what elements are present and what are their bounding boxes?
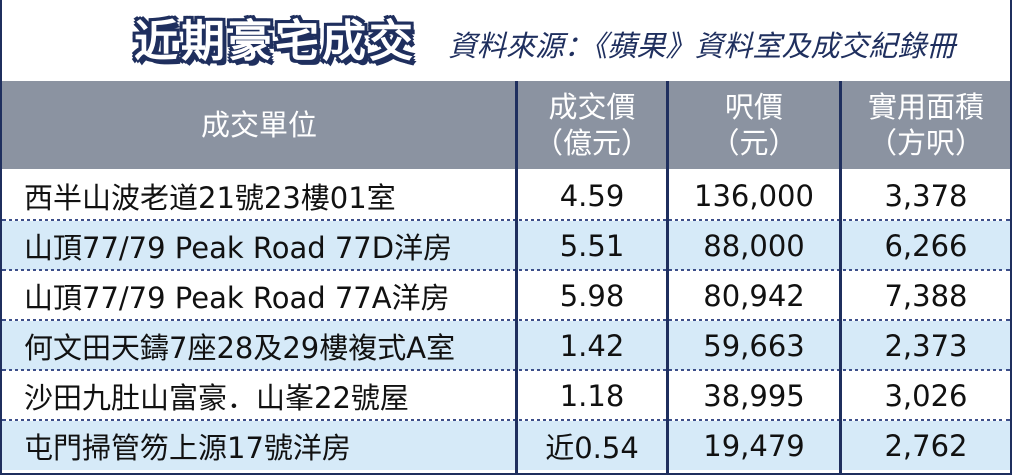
table-row: 山頂77/79 Peak Road 77D洋房 5.51 88,000 6,26… — [2, 221, 1010, 270]
row-divider — [2, 319, 1010, 322]
cell-price: 5.51 — [559, 228, 625, 263]
column-header-area-label: 實用面積 — [867, 90, 984, 124]
cell-price: 4.59 — [559, 178, 625, 213]
column-header-psf: 呎價 （元） — [669, 81, 839, 169]
column-header-price: 成交價 （億元） — [518, 81, 666, 169]
row-divider — [2, 369, 1010, 372]
row-divider — [2, 419, 1010, 422]
cell-unit: 何文田天鑄7座28及29樓複式A室 — [24, 330, 456, 365]
column-divider — [666, 81, 669, 473]
column-header-price-unit: （億元） — [533, 126, 650, 160]
cell-psf: 38,995 — [703, 378, 805, 413]
column-header-area: 實用面積 （方呎） — [842, 81, 1010, 169]
title-bar: 近期豪宅成交 資料來源：《蘋果》資料室及成交紀錄冊 — [2, 0, 1010, 81]
table-header: 成交單位 成交價 （億元） 呎價 （元） 實用面積 （方呎） — [2, 81, 1010, 169]
table-row: 何文田天鑄7座28及29樓複式A室 1.42 59,663 2,373 — [2, 321, 1010, 370]
cell-psf: 136,000 — [694, 178, 814, 213]
column-header-unit-label: 成交單位 — [200, 108, 317, 142]
cell-psf: 88,000 — [703, 228, 805, 263]
column-divider — [515, 81, 518, 473]
cell-psf: 80,942 — [703, 278, 805, 313]
cell-price: 5.98 — [559, 278, 625, 313]
table-row: 西半山波老道21號23樓01室 4.59 136,000 3,378 — [2, 171, 1010, 220]
table-row: 山頂77/79 Peak Road 77A洋房 5.98 80,942 7,38… — [2, 271, 1010, 320]
cell-area: 3,026 — [884, 378, 968, 413]
column-divider — [839, 81, 842, 473]
cell-unit: 山頂77/79 Peak Road 77A洋房 — [24, 280, 450, 315]
cell-unit: 屯門掃管笏上源17號洋房 — [24, 430, 351, 465]
column-header-area-unit: （方呎） — [867, 126, 984, 160]
panel-title: 近期豪宅成交 — [134, 16, 416, 67]
cell-unit: 山頂77/79 Peak Road 77D洋房 — [24, 230, 453, 265]
row-divider — [2, 269, 1010, 272]
cell-area: 7,388 — [884, 278, 968, 313]
cell-area: 6,266 — [884, 228, 968, 263]
cell-psf: 19,479 — [703, 428, 805, 463]
cell-price: 近0.54 — [545, 430, 639, 465]
column-header-psf-label: 呎價 — [724, 90, 783, 124]
column-header-unit: 成交單位 — [2, 81, 516, 169]
column-header-psf-unit: （元） — [710, 126, 798, 160]
cell-unit: 沙田九肚山富豪．山峯22號屋 — [24, 380, 409, 415]
table-row: 沙田九肚山富豪．山峯22號屋 1.18 38,995 3,026 — [2, 371, 1010, 420]
cell-price: 1.42 — [559, 328, 625, 363]
column-header-price-label: 成交價 — [548, 90, 636, 124]
cell-price: 1.18 — [559, 378, 625, 413]
cell-area: 3,378 — [884, 178, 968, 213]
cell-area: 2,373 — [884, 328, 968, 363]
table-row: 屯門掃管笏上源17號洋房 近0.54 19,479 2,762 — [2, 421, 1010, 470]
cell-area: 2,762 — [884, 428, 968, 463]
cell-psf: 59,663 — [703, 328, 805, 363]
cell-unit: 西半山波老道21號23樓01室 — [24, 180, 396, 215]
row-divider — [2, 219, 1010, 222]
source-note: 資料來源：《蘋果》資料室及成交紀錄冊 — [448, 29, 956, 63]
